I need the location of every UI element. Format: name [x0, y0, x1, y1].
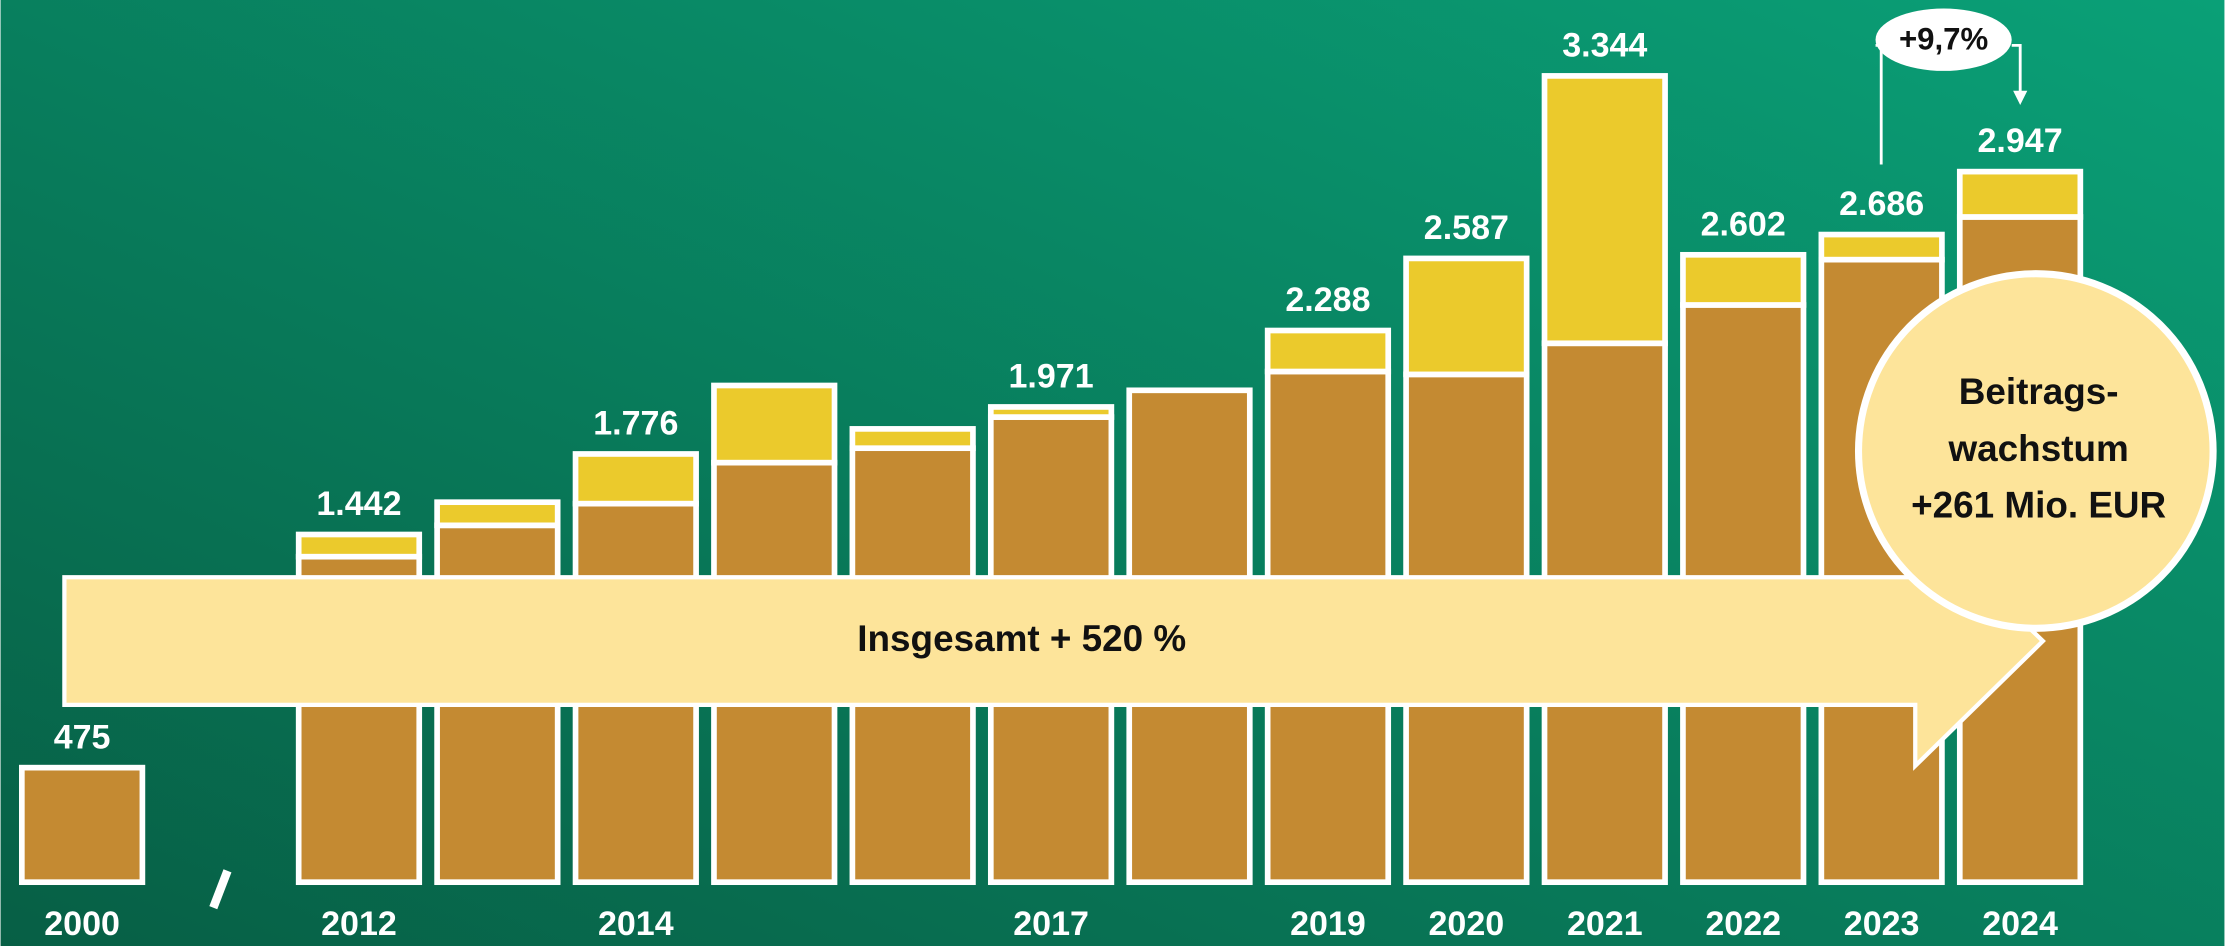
total-label: 1.442 — [316, 485, 401, 523]
bar-segment — [434, 499, 561, 529]
total-label: 2.602 — [1701, 205, 1786, 243]
bar-segment — [849, 426, 976, 452]
bar-segment — [1541, 73, 1668, 347]
total-label: 2.686 — [1839, 185, 1924, 223]
total-label: 2.947 — [1978, 122, 2063, 160]
growth-label: +9,7% — [1899, 21, 1988, 56]
arrowhead — [2013, 90, 2028, 105]
total-label: 1.971 — [1009, 358, 1094, 396]
total-label: 1.776 — [593, 405, 678, 443]
total-label: 3.344 — [1562, 27, 1647, 65]
growth-badge — [1875, 8, 2012, 71]
bar-segment — [1956, 168, 2084, 220]
x-tick-label: 2021 — [1567, 905, 1643, 943]
bar-segment — [295, 531, 423, 560]
growth-connector — [2011, 43, 2022, 94]
x-tick-label: 2014 — [598, 905, 674, 943]
x-tick-label: 2024 — [1982, 905, 2058, 943]
bar-segment — [987, 404, 1115, 420]
circle-label: +261 Mio. EUR — [1911, 484, 2166, 525]
total-label: 2.587 — [1424, 209, 1509, 247]
x-tick-label: 2012 — [321, 905, 397, 943]
bar-segment — [18, 764, 146, 886]
bar-segment — [711, 382, 838, 466]
arrow-label: Insgesamt + 520 % — [857, 618, 1186, 659]
total-label: 2.288 — [1285, 281, 1370, 319]
circle-label: Beitrags- — [1959, 371, 2119, 412]
bar-segment — [1264, 327, 1392, 375]
bar-segment — [1680, 251, 1807, 308]
circle-label: wachstum — [1948, 428, 2129, 469]
x-tick-label: 2023 — [1844, 905, 1920, 943]
growth-circle — [1854, 270, 2217, 632]
bar-segment — [1403, 255, 1530, 378]
bar-segment — [572, 451, 699, 507]
axis-break — [209, 869, 232, 910]
x-tick-label: 2022 — [1705, 905, 1781, 943]
x-tick-label: 2017 — [1013, 905, 1089, 943]
total-label: 475 — [54, 718, 111, 756]
x-tick-label: 2020 — [1429, 905, 1505, 943]
x-tick-label: 2000 — [44, 905, 120, 943]
bar-segment — [1818, 231, 1945, 263]
x-tick-label: 2019 — [1290, 905, 1366, 943]
